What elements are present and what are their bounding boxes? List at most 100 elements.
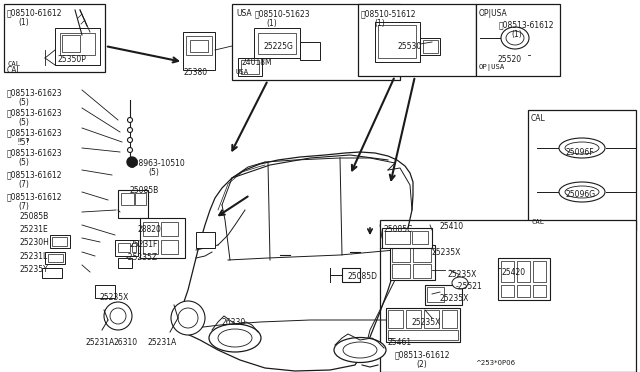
Text: 25096G: 25096G bbox=[565, 190, 595, 199]
Text: 25096F: 25096F bbox=[565, 148, 594, 157]
Text: 25235X: 25235X bbox=[432, 248, 461, 257]
Bar bbox=[406, 310, 421, 328]
Bar bbox=[388, 330, 458, 340]
Text: Ⓝ08510-51612: Ⓝ08510-51612 bbox=[361, 9, 417, 18]
Circle shape bbox=[127, 138, 132, 142]
Text: Ⓝ08510-51623: Ⓝ08510-51623 bbox=[255, 9, 310, 18]
Bar bbox=[161, 222, 178, 236]
Circle shape bbox=[127, 118, 132, 122]
Text: 25350P: 25350P bbox=[58, 55, 87, 64]
Ellipse shape bbox=[178, 308, 198, 328]
Text: 25231L: 25231L bbox=[20, 252, 48, 261]
Bar bbox=[385, 231, 410, 244]
Text: USA: USA bbox=[236, 9, 252, 18]
Bar bbox=[52, 237, 67, 246]
Bar bbox=[476, 4, 560, 76]
Text: Ⓝ08513-61623: Ⓝ08513-61623 bbox=[7, 148, 63, 157]
Text: 25231E: 25231E bbox=[20, 225, 49, 234]
Bar bbox=[186, 36, 212, 55]
Circle shape bbox=[127, 157, 137, 167]
Text: (1): (1) bbox=[266, 19, 276, 28]
Text: (5): (5) bbox=[18, 158, 29, 167]
Bar bbox=[501, 261, 514, 282]
Bar bbox=[501, 285, 514, 297]
Bar bbox=[407, 248, 416, 270]
Bar bbox=[143, 240, 158, 254]
Ellipse shape bbox=[343, 342, 377, 358]
Text: (5): (5) bbox=[148, 168, 159, 177]
Text: OP|USA: OP|USA bbox=[479, 64, 505, 71]
Text: (1): (1) bbox=[511, 30, 522, 39]
Bar bbox=[190, 40, 208, 52]
Text: (2): (2) bbox=[416, 360, 427, 369]
Text: Ⓝ08513-61612: Ⓝ08513-61612 bbox=[7, 170, 63, 179]
Bar bbox=[50, 235, 70, 248]
Bar bbox=[380, 220, 636, 372]
Text: 25231A: 25231A bbox=[148, 338, 177, 347]
Text: 25085C: 25085C bbox=[383, 225, 412, 234]
Bar bbox=[533, 285, 546, 297]
Bar bbox=[95, 285, 115, 298]
Bar bbox=[425, 285, 462, 305]
Text: 25235X: 25235X bbox=[412, 318, 442, 327]
Ellipse shape bbox=[506, 31, 524, 45]
Bar bbox=[135, 193, 146, 205]
Bar bbox=[424, 310, 439, 328]
Ellipse shape bbox=[209, 324, 261, 352]
Ellipse shape bbox=[171, 301, 205, 335]
Text: (5): (5) bbox=[18, 118, 29, 127]
Text: (1): (1) bbox=[18, 18, 29, 27]
Bar bbox=[498, 258, 550, 300]
Text: USA: USA bbox=[235, 69, 248, 75]
Bar bbox=[161, 240, 178, 254]
Text: 25085B: 25085B bbox=[20, 212, 49, 221]
Text: Ⓝ08513-61612: Ⓝ08513-61612 bbox=[7, 192, 63, 201]
Text: 25380: 25380 bbox=[184, 68, 208, 77]
Text: (5): (5) bbox=[18, 98, 29, 107]
Ellipse shape bbox=[452, 277, 468, 289]
Text: ‼5‽: ‼5‽ bbox=[18, 138, 31, 147]
Text: Ⓝ08513-61612: Ⓝ08513-61612 bbox=[499, 20, 554, 29]
Text: CAL: CAL bbox=[7, 61, 20, 67]
Bar bbox=[420, 38, 440, 55]
Text: (1): (1) bbox=[374, 19, 385, 28]
Ellipse shape bbox=[559, 138, 605, 158]
Circle shape bbox=[127, 128, 132, 132]
Ellipse shape bbox=[501, 27, 529, 49]
Bar bbox=[300, 42, 320, 60]
Text: OP|USA: OP|USA bbox=[479, 9, 508, 18]
Text: 24018M: 24018M bbox=[241, 58, 271, 67]
Text: Ⓜ08963-10510: Ⓜ08963-10510 bbox=[130, 158, 186, 167]
Text: 25225G: 25225G bbox=[263, 42, 293, 51]
Ellipse shape bbox=[110, 308, 126, 324]
Text: 25231F: 25231F bbox=[130, 240, 158, 249]
Text: CAL: CAL bbox=[531, 114, 546, 123]
Bar bbox=[183, 32, 215, 70]
Text: 25235X: 25235X bbox=[100, 293, 129, 302]
Bar bbox=[238, 58, 262, 76]
Bar bbox=[55, 28, 100, 65]
Text: ^253*0P06: ^253*0P06 bbox=[475, 360, 515, 366]
Bar bbox=[528, 110, 636, 230]
Bar bbox=[196, 232, 215, 248]
Text: 25461: 25461 bbox=[388, 338, 412, 347]
Text: CAL: CAL bbox=[531, 219, 544, 225]
Bar bbox=[358, 4, 476, 76]
Text: -25235Z: -25235Z bbox=[126, 253, 158, 262]
Bar bbox=[241, 60, 259, 74]
Bar bbox=[533, 261, 546, 282]
Text: 28820: 28820 bbox=[138, 225, 162, 234]
Text: CAL: CAL bbox=[7, 66, 22, 75]
Bar bbox=[143, 222, 158, 236]
Text: 25085B: 25085B bbox=[130, 186, 159, 195]
Bar bbox=[413, 248, 431, 262]
Bar bbox=[442, 310, 457, 328]
Text: 26330: 26330 bbox=[222, 318, 246, 327]
Text: (7): (7) bbox=[18, 180, 29, 189]
Ellipse shape bbox=[559, 182, 605, 202]
Text: 25085D: 25085D bbox=[348, 272, 378, 281]
Text: Ⓝ08513-61623: Ⓝ08513-61623 bbox=[7, 128, 63, 137]
Bar bbox=[48, 254, 63, 262]
Text: Ⓝ08510-61612: Ⓝ08510-61612 bbox=[7, 8, 63, 17]
Text: 25231A: 25231A bbox=[85, 338, 115, 347]
